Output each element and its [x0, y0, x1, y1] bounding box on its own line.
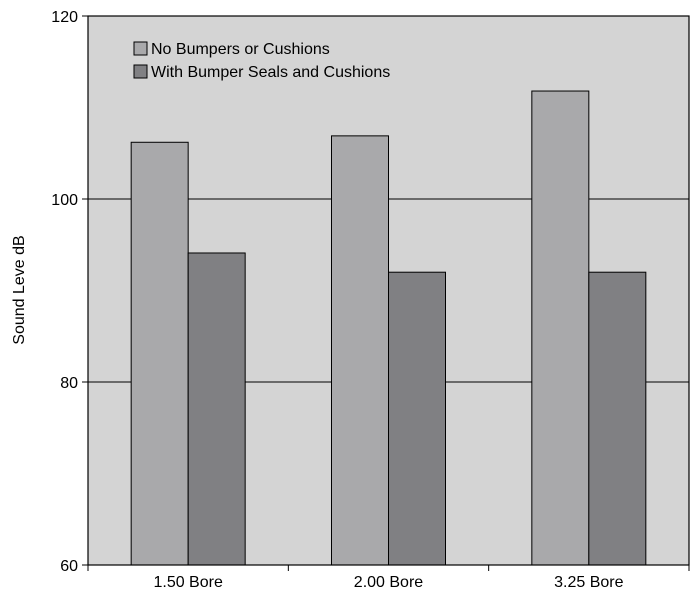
y-axis-label: Sound Leve dB — [11, 235, 28, 344]
y-tick-label: 100 — [51, 192, 78, 209]
y-tick-label: 60 — [60, 558, 78, 575]
legend-label: With Bumper Seals and Cushions — [151, 64, 390, 81]
y-tick-label: 80 — [60, 375, 78, 392]
bar-with-bumper-seals — [588, 271, 647, 566]
bar-with-bumper-seals — [187, 252, 246, 566]
legend-label: No Bumpers or Cushions — [151, 41, 330, 58]
legend-swatch — [133, 64, 148, 79]
x-tick-label: 2.00 Bore — [354, 574, 423, 591]
legend: No Bumpers or Cushions With Bumper Seals … — [133, 41, 390, 81]
x-tick-label: 1.50 Bore — [153, 574, 222, 591]
bar-no-bumpers — [130, 141, 189, 566]
legend-swatch — [133, 41, 148, 56]
bar-no-bumpers — [531, 90, 590, 566]
plot-border — [87, 15, 690, 566]
axes: 60 80 100 120 1.50 Bore 2.00 Bore 3.25 Bore — [51, 9, 690, 591]
x-tick-label: 3.25 Bore — [554, 574, 623, 591]
bar-no-bumpers — [331, 135, 389, 566]
bars — [130, 90, 647, 566]
y-tick-label: 120 — [51, 9, 78, 26]
bar-with-bumper-seals — [388, 271, 446, 566]
